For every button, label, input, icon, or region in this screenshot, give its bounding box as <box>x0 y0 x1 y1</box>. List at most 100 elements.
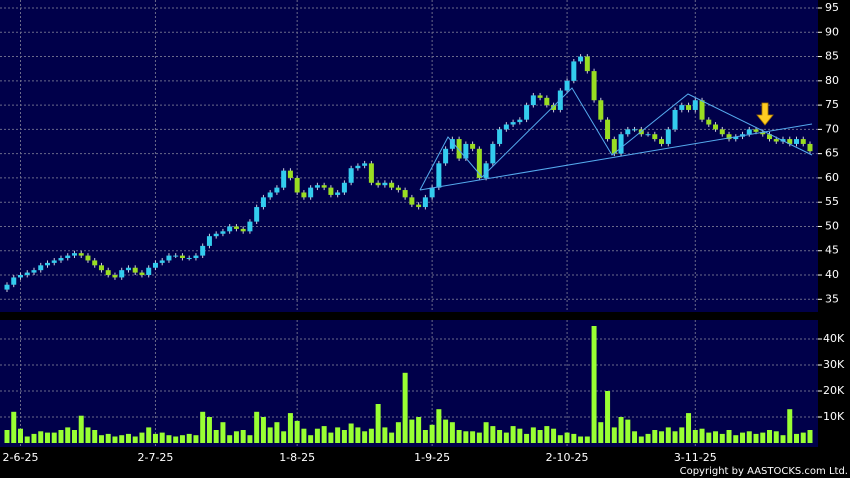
volume-bar <box>119 435 125 443</box>
candle-body <box>51 260 57 263</box>
volume-bar <box>422 430 428 443</box>
volume-bar <box>807 430 813 443</box>
candle-body <box>395 187 401 191</box>
y-tick-label: 55 <box>825 195 839 208</box>
volume-bar <box>625 419 631 443</box>
candle-body <box>402 190 408 198</box>
volume-bar <box>375 404 381 443</box>
volume-bar <box>726 430 732 443</box>
candle-body <box>227 226 233 232</box>
candle-body <box>368 163 374 183</box>
volume-bar <box>227 435 233 443</box>
candle-body <box>524 105 530 120</box>
volume-bar <box>767 430 773 443</box>
volume-bar <box>611 427 617 443</box>
volume-bar <box>753 433 759 443</box>
candle-body <box>530 95 536 106</box>
candle-body <box>139 272 145 276</box>
x-tick-label: 3-11-25 <box>674 451 717 464</box>
volume-bar <box>503 432 509 443</box>
volume-bar <box>132 436 138 443</box>
volume-bar <box>429 424 435 443</box>
candle-body <box>240 228 246 232</box>
candle-body <box>537 95 543 98</box>
candle-body <box>544 97 550 106</box>
candle-body <box>274 187 280 193</box>
candle-body <box>38 265 44 271</box>
marks <box>4 54 813 443</box>
candle-body <box>699 100 705 120</box>
volume-bar <box>11 411 17 443</box>
candle-body <box>281 170 287 188</box>
volume-bar <box>382 427 388 443</box>
y-tick-label: 30K <box>823 358 845 371</box>
volume-bar <box>578 436 584 443</box>
candle-body <box>753 129 759 132</box>
candle-body <box>733 136 739 140</box>
candle-body <box>152 262 158 268</box>
volume-bar <box>254 411 260 443</box>
candle-body <box>584 56 590 72</box>
candle-body <box>206 236 212 246</box>
zigzag-line <box>419 87 813 191</box>
volume-bar <box>274 422 280 443</box>
volume-bar <box>760 432 766 443</box>
candle-body <box>659 139 665 144</box>
volume-bar <box>71 430 77 443</box>
volume-bar <box>98 435 104 443</box>
candle-body <box>456 139 462 159</box>
candle-body <box>294 177 300 193</box>
volume-bar <box>38 431 44 443</box>
candle-body <box>578 56 584 62</box>
candle-body <box>65 255 71 259</box>
candle-body <box>652 134 658 140</box>
candle-body <box>166 255 172 261</box>
y-tick-label: 95 <box>825 1 839 14</box>
y-tick-label: 50 <box>825 219 839 232</box>
volume-bar <box>173 436 179 443</box>
candle-body <box>767 134 773 140</box>
candle-body <box>24 272 30 276</box>
volume-bar <box>348 423 354 443</box>
candle-body <box>510 122 516 125</box>
candle-body <box>665 129 671 144</box>
volume-bar <box>294 420 300 443</box>
candle-body <box>719 129 725 135</box>
volume-bar <box>112 436 118 443</box>
candle-body <box>92 260 98 266</box>
signal-arrow <box>756 102 774 126</box>
candle-body <box>71 253 77 256</box>
candle-body <box>233 226 239 229</box>
y-tick-label: 65 <box>825 147 839 160</box>
candle-body <box>4 284 10 290</box>
volume-bar <box>267 427 273 443</box>
candle-body <box>794 139 800 144</box>
candle-body <box>17 275 23 278</box>
volume-bar <box>551 428 557 443</box>
volume-bar <box>476 432 482 443</box>
candle-body <box>463 143 469 159</box>
volume-bar <box>659 431 665 443</box>
volume-bar <box>335 427 341 443</box>
candle-body <box>618 134 624 154</box>
volume-bar <box>530 427 536 443</box>
volume-bar <box>557 435 563 443</box>
candle-body <box>692 100 698 110</box>
volume-bar <box>355 427 361 443</box>
candle-body <box>254 207 260 222</box>
volume-bar <box>125 433 131 443</box>
volume-bar <box>632 431 638 443</box>
volume-bar <box>672 431 678 443</box>
volume-bar <box>456 430 462 443</box>
volume-bar <box>787 409 793 443</box>
candle-body <box>11 277 17 285</box>
volume-panel <box>0 320 818 447</box>
candle-body <box>287 170 293 178</box>
candle-body <box>125 267 131 271</box>
candle-body <box>85 255 91 261</box>
volume-bar <box>179 435 185 443</box>
candle-body <box>186 258 192 260</box>
candle-body <box>760 131 766 135</box>
candle-body <box>78 253 84 256</box>
